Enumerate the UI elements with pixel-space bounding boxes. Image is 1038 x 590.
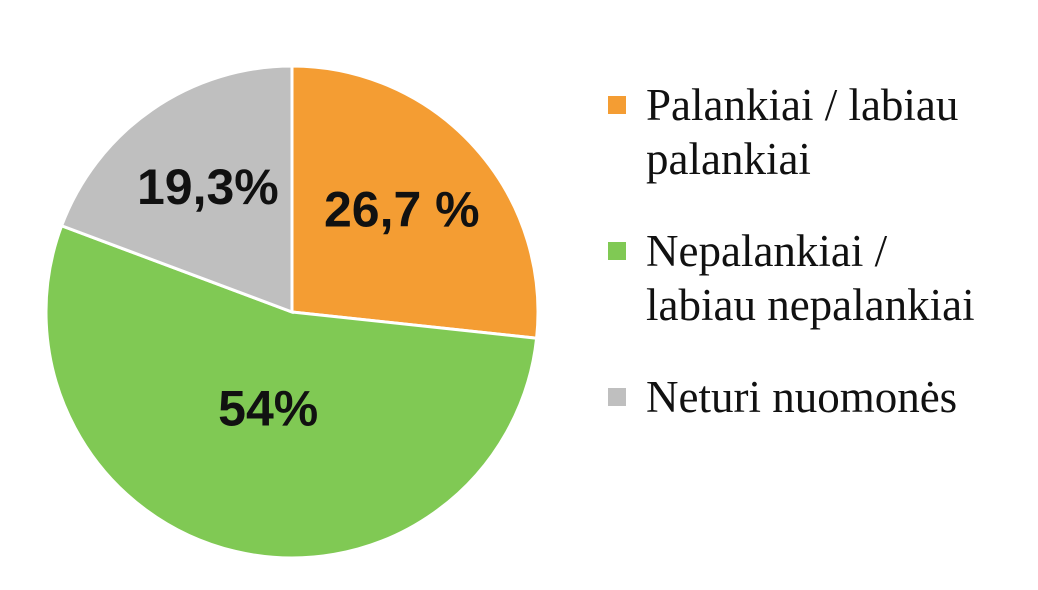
legend-item: Palankiai / labiau palankiai (608, 78, 988, 186)
legend-label: Palankiai / labiau palankiai (646, 80, 959, 184)
value-label: 26,7 % (324, 182, 480, 238)
pie-slice (44, 223, 539, 560)
legend-label: Neturi nuomonės (646, 372, 958, 422)
legend-item: Neturi nuomonės (608, 370, 988, 424)
legend-label: Nepalankiai / labiau nepalankiai (646, 226, 975, 330)
pie-slice (290, 64, 540, 340)
value-label: 54% (218, 381, 318, 437)
pie-slice (59, 64, 294, 315)
legend: Palankiai / labiau palankiai Nepalankiai … (608, 78, 988, 462)
legend-swatch (608, 96, 626, 114)
legend-item: Nepalankiai / labiau nepalankiai (608, 224, 988, 332)
value-label: 19,3% (137, 159, 279, 215)
chart: 26,7 % 54% 19,3% (44, 64, 540, 560)
legend-swatch (608, 242, 626, 260)
legend-swatch (608, 388, 626, 406)
